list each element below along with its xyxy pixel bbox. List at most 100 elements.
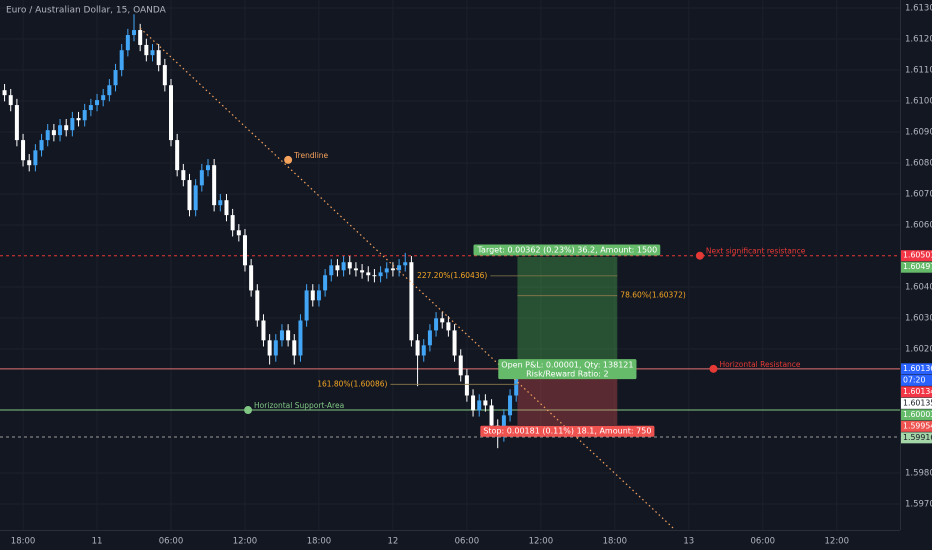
pnl-bg bbox=[498, 359, 637, 380]
annotation-label: Next significant resistance bbox=[706, 247, 806, 256]
candle-body bbox=[483, 400, 488, 406]
candle-body bbox=[249, 265, 254, 291]
candle-body bbox=[366, 272, 371, 276]
trendline bbox=[139, 27, 676, 531]
candle-body bbox=[51, 130, 56, 136]
candle-body bbox=[64, 125, 69, 131]
candle-body bbox=[316, 290, 321, 301]
price-tag-label: 1.60136 bbox=[903, 364, 932, 373]
candle-body bbox=[440, 318, 445, 323]
candle-body bbox=[292, 340, 297, 356]
candle-body bbox=[464, 375, 469, 396]
annotation-label: Horizontal Support-Area bbox=[254, 401, 344, 410]
candle-body bbox=[236, 230, 241, 236]
y-tick-label: 1.60700 bbox=[905, 190, 932, 200]
y-tick-label: 1.60600 bbox=[905, 221, 932, 231]
candle-body bbox=[187, 180, 192, 211]
candle-body bbox=[156, 50, 161, 66]
candle-body bbox=[335, 265, 340, 271]
candle-body bbox=[384, 268, 389, 273]
y-tick-label: 1.60200 bbox=[905, 344, 932, 354]
candle-body bbox=[347, 262, 352, 269]
candle-body bbox=[162, 65, 167, 86]
price-tag bbox=[901, 386, 932, 398]
candle-body bbox=[2, 90, 7, 96]
candle-body bbox=[298, 320, 303, 356]
candle-body bbox=[390, 268, 395, 271]
x-tick-label: 12:00 bbox=[825, 537, 850, 547]
candle-body bbox=[403, 262, 408, 266]
annotation-dot bbox=[695, 251, 704, 260]
price-tag bbox=[901, 363, 932, 375]
candle-body bbox=[70, 118, 75, 131]
annotation-dot bbox=[709, 364, 718, 373]
price-tag bbox=[901, 432, 932, 444]
candle-body bbox=[58, 125, 63, 136]
candle-body bbox=[477, 400, 482, 411]
stop-label-bg bbox=[480, 425, 655, 437]
stop-label: Stop: 0.00181 (0.11%) 18.1, Amount: 750 bbox=[483, 427, 651, 436]
candle-body bbox=[119, 50, 124, 71]
candle-body bbox=[199, 170, 204, 186]
candle-body bbox=[397, 265, 402, 271]
candle-body bbox=[304, 290, 309, 321]
target-label-box: Target: 0.00362 (0.23%) 36.2, Amount: 15… bbox=[473, 244, 661, 256]
candle-body bbox=[138, 30, 143, 45]
y-tick-label: 1.59800 bbox=[905, 468, 932, 478]
x-tick-label: 06:00 bbox=[751, 537, 776, 547]
y-tick-label: 1.61000 bbox=[905, 97, 932, 107]
pnl-label: Open P&L: 0.00001, Qty: 138121 bbox=[501, 361, 633, 370]
candle-body bbox=[150, 50, 155, 56]
candle-body bbox=[218, 200, 223, 206]
candle-body bbox=[21, 140, 26, 161]
candle-body bbox=[181, 170, 186, 181]
candle-body bbox=[27, 160, 32, 166]
price-tag bbox=[901, 409, 932, 421]
candle-body bbox=[341, 262, 346, 271]
plot-area: 227.20%(1.60436) 78.60%(1.60372) 161.80%(1… bbox=[0, 14, 900, 531]
price-tag-label: 1.59916 bbox=[903, 433, 932, 442]
x-tick-label: 18:00 bbox=[11, 537, 36, 547]
candle-body bbox=[310, 290, 315, 301]
target-zone bbox=[517, 256, 618, 370]
x-tick-label: 06:00 bbox=[159, 537, 184, 547]
target-label: Target: 0.00362 (0.23%) 36.2, Amount: 15… bbox=[476, 245, 657, 254]
pnl-box: Open P&L: 0.00001, Qty: 138121Risk/Rewar… bbox=[498, 359, 637, 380]
candle-body bbox=[212, 165, 217, 206]
candle-body bbox=[175, 140, 180, 171]
candle-body bbox=[39, 140, 44, 151]
candle-body bbox=[471, 395, 476, 411]
candle-body bbox=[458, 355, 463, 376]
price-tag-label: 1.60497 bbox=[903, 262, 932, 271]
x-tick-label: 18:00 bbox=[603, 537, 628, 547]
price-tag bbox=[901, 374, 932, 386]
candle-body bbox=[286, 330, 291, 341]
fib-label: 161.80%(1.60086) bbox=[317, 379, 387, 388]
price-tag-label: 07:20 bbox=[903, 375, 926, 384]
price-tag bbox=[901, 261, 932, 273]
candle-body bbox=[169, 85, 173, 141]
candle-body bbox=[378, 272, 383, 277]
annotation-label: Horizontal Resistance bbox=[719, 360, 800, 369]
y-tick-label: 1.60900 bbox=[905, 128, 932, 138]
candle-body bbox=[434, 318, 439, 331]
annotation-dot bbox=[244, 406, 253, 415]
price-tag bbox=[901, 250, 932, 262]
price-tag bbox=[901, 397, 932, 409]
candle-body bbox=[501, 415, 506, 436]
candle-body bbox=[45, 130, 50, 141]
stop-label-box: Stop: 0.00181 (0.11%) 18.1, Amount: 750 bbox=[480, 425, 655, 437]
fib-label: 227.20%(1.60436) bbox=[417, 271, 487, 280]
candle-body bbox=[353, 268, 358, 271]
y-tick-label: 1.60800 bbox=[905, 159, 932, 169]
candle-body bbox=[273, 340, 278, 356]
axes: 1.61300 1.61200 1.61100 1.61000 1.60900 1.608… bbox=[11, 4, 932, 547]
fib-label: 78.60%(1.60372) bbox=[620, 291, 686, 300]
candle-body bbox=[409, 262, 414, 341]
x-tick-label: 12:00 bbox=[233, 537, 258, 547]
y-tick-label: 1.60400 bbox=[905, 283, 932, 293]
candle-body bbox=[323, 275, 328, 291]
